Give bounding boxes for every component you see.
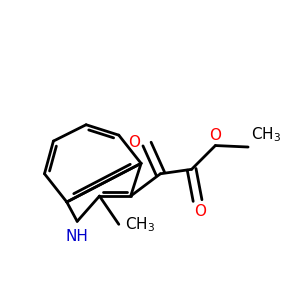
Text: CH$_3$: CH$_3$ bbox=[125, 215, 155, 234]
Text: CH$_3$: CH$_3$ bbox=[251, 125, 281, 144]
Text: NH: NH bbox=[66, 229, 88, 244]
Text: O: O bbox=[194, 203, 206, 218]
Text: O: O bbox=[209, 128, 221, 142]
Text: O: O bbox=[128, 135, 140, 150]
